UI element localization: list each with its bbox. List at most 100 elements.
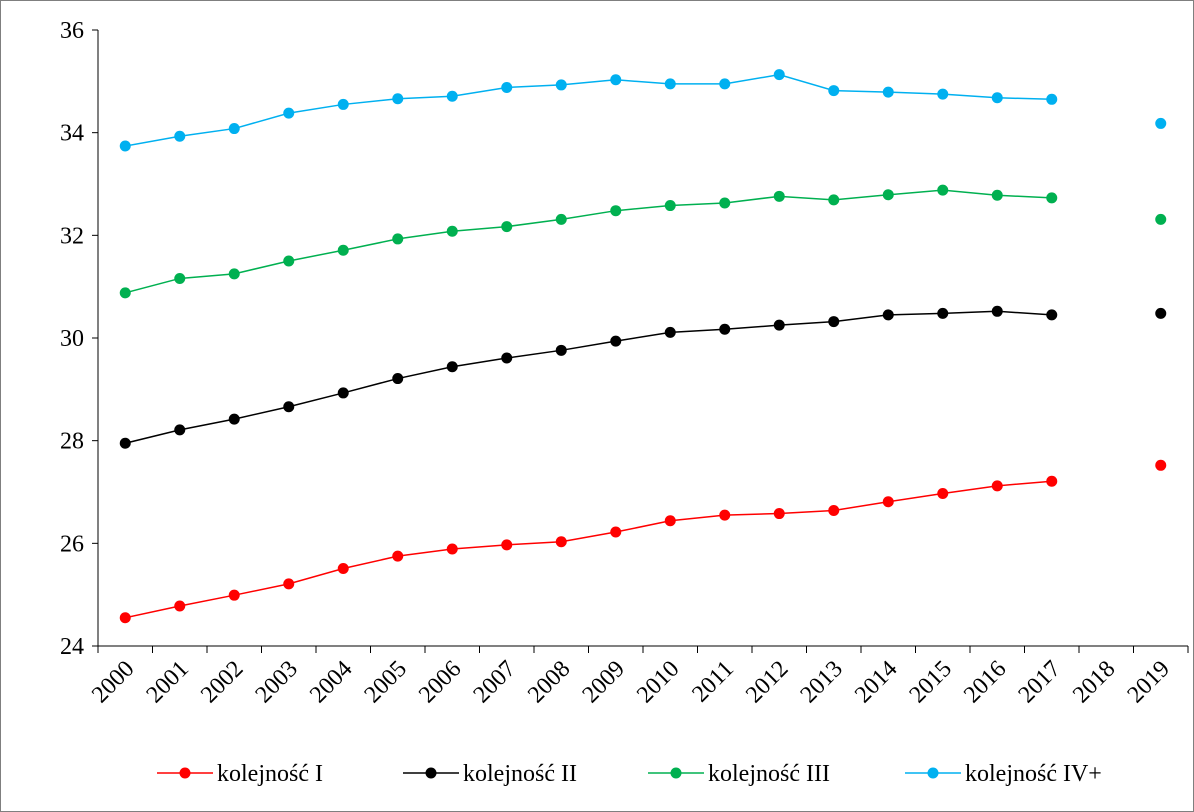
data-point — [119, 437, 131, 449]
data-point — [773, 319, 785, 331]
data-point — [610, 335, 622, 347]
data-point — [446, 361, 458, 373]
y-tick-label: 26 — [60, 531, 84, 557]
data-point — [337, 562, 349, 574]
x-tick-label: 2014 — [850, 656, 902, 708]
data-point — [610, 526, 622, 538]
y-tick-label: 36 — [60, 18, 84, 44]
data-point — [882, 189, 894, 201]
legend-marker — [179, 767, 191, 779]
data-point — [991, 92, 1003, 104]
data-point — [228, 268, 240, 280]
x-tick-label: 2015 — [905, 656, 957, 708]
data-point — [937, 488, 949, 500]
series-1 — [119, 459, 1167, 624]
data-point — [446, 90, 458, 102]
data-point — [719, 197, 731, 209]
data-point — [555, 213, 567, 225]
data-point — [719, 323, 731, 335]
data-point — [392, 373, 404, 385]
legend-marker — [927, 767, 939, 779]
data-point — [610, 74, 622, 86]
data-point — [1155, 307, 1167, 319]
x-tick-label: 2017 — [1014, 656, 1066, 708]
legend-item: kolejność IV+ — [905, 761, 1102, 787]
data-point — [773, 508, 785, 520]
data-point — [119, 140, 131, 152]
data-point — [719, 509, 731, 521]
data-point — [610, 205, 622, 217]
data-point — [1155, 459, 1167, 471]
data-point — [174, 600, 186, 612]
data-point — [228, 413, 240, 425]
y-tick-label: 30 — [60, 326, 84, 352]
data-point — [119, 287, 131, 299]
data-point — [1046, 93, 1058, 105]
legend-item: kolejność I — [157, 761, 323, 787]
x-tick-label: 2003 — [251, 656, 303, 708]
x-tick-label: 2002 — [196, 656, 248, 708]
y-tick-label: 24 — [60, 634, 84, 660]
data-point — [1046, 192, 1058, 204]
data-point — [828, 85, 840, 97]
data-point — [283, 255, 295, 267]
series-line — [125, 480, 1052, 619]
legend-item: kolejność II — [403, 761, 577, 787]
x-tick-label: 2018 — [1068, 656, 1120, 708]
x-tick-label: 2001 — [142, 656, 194, 708]
data-point — [501, 81, 513, 93]
data-point — [446, 543, 458, 555]
data-point — [882, 86, 894, 98]
data-point — [228, 589, 240, 601]
data-point — [283, 401, 295, 413]
data-point — [119, 612, 131, 624]
data-point — [1155, 213, 1167, 225]
x-tick-label: 2013 — [796, 656, 848, 708]
data-point — [773, 190, 785, 202]
legend-label: kolejność II — [463, 761, 577, 787]
data-point — [664, 200, 676, 212]
data-point — [392, 550, 404, 562]
data-point — [882, 496, 894, 508]
x-tick-label: 2010 — [632, 656, 684, 708]
data-point — [828, 504, 840, 516]
data-point — [991, 189, 1003, 201]
data-point — [446, 225, 458, 237]
x-tick-label: 2000 — [87, 656, 139, 708]
data-point — [664, 78, 676, 90]
data-point — [882, 309, 894, 321]
series-line — [125, 73, 1052, 147]
x-tick-label: 2004 — [305, 656, 357, 708]
data-point — [555, 344, 567, 356]
x-tick-label: 2019 — [1123, 656, 1175, 708]
data-point — [1046, 475, 1058, 487]
data-point — [773, 69, 785, 81]
data-point — [1155, 117, 1167, 129]
legend-item: kolejność III — [648, 761, 830, 787]
legend-marker — [425, 767, 437, 779]
data-point — [392, 233, 404, 245]
x-tick-label: 2009 — [578, 656, 630, 708]
legend-label: kolejność I — [217, 761, 323, 787]
x-tick-label: 2011 — [687, 656, 739, 708]
x-tick-label: 2008 — [523, 656, 575, 708]
data-point — [664, 515, 676, 527]
data-point — [1046, 309, 1058, 321]
data-point — [991, 305, 1003, 317]
data-point — [828, 316, 840, 328]
x-tick-label: 2007 — [469, 656, 521, 708]
data-point — [501, 221, 513, 233]
x-tick-label: 2016 — [959, 656, 1011, 708]
data-point — [555, 79, 567, 91]
x-tick-label: 2006 — [414, 656, 466, 708]
y-tick-label: 34 — [60, 121, 84, 147]
data-point — [228, 123, 240, 135]
legend-label: kolejność III — [708, 761, 830, 787]
data-point — [937, 184, 949, 196]
data-point — [501, 539, 513, 551]
series-line — [125, 310, 1052, 444]
data-point — [337, 244, 349, 256]
data-point — [174, 424, 186, 436]
